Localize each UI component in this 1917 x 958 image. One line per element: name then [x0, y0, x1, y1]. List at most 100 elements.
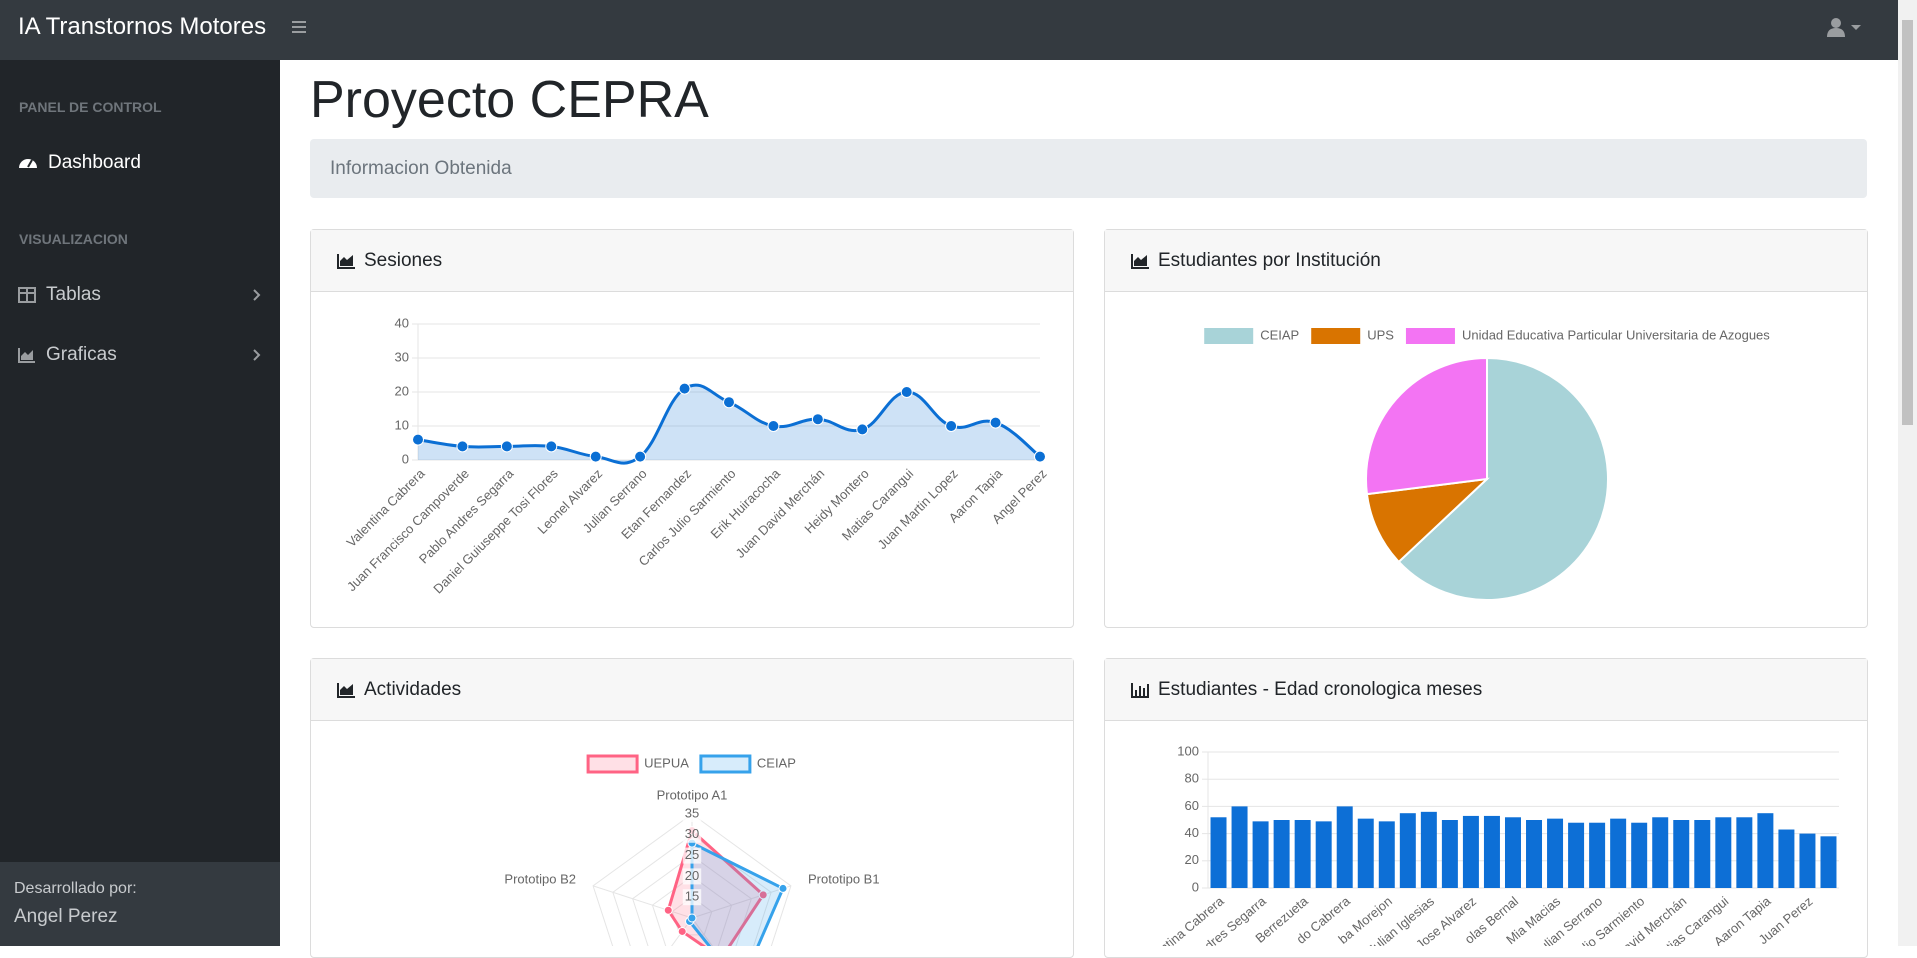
legend-swatch: [1311, 328, 1361, 344]
bar: [1483, 815, 1500, 888]
tick-backdrop: [682, 889, 702, 906]
y-tick-label: 100: [1177, 743, 1199, 758]
point: [545, 440, 558, 453]
y-tick-label: 30: [395, 349, 409, 364]
area-fill: [418, 385, 1040, 464]
bar: [1399, 813, 1416, 888]
bar: [1462, 815, 1479, 888]
page-title: Proyecto CEPRA: [310, 71, 709, 129]
bar: [1378, 821, 1395, 888]
grid-ring: [671, 896, 713, 936]
radar-area: [687, 840, 785, 946]
card-header: Actividades: [311, 659, 1073, 721]
r-tick-label: 15: [685, 889, 699, 904]
chevron: [253, 349, 261, 361]
footer-label: Desarrollado por:: [14, 880, 137, 897]
bar: [1694, 820, 1711, 888]
bar: [1526, 820, 1543, 888]
point: [1034, 450, 1046, 463]
bar: [1631, 822, 1648, 888]
legend-swatch: [1204, 328, 1254, 344]
y-tick-label: 0: [402, 451, 409, 466]
pie-slice: [1397, 356, 1609, 601]
point: [900, 386, 913, 398]
point: [778, 883, 788, 893]
y-tick-label: 20: [395, 383, 409, 398]
bar: [1715, 817, 1732, 888]
legend-swatch: [1405, 328, 1455, 344]
legend-label: CEIAP: [757, 755, 796, 770]
point: [945, 420, 958, 432]
tick-backdrop: [682, 826, 702, 843]
user-menu[interactable]: [1826, 16, 1862, 40]
icon: [337, 253, 355, 269]
point: [500, 440, 513, 453]
bar: [1420, 811, 1437, 888]
point: [589, 450, 602, 463]
y-tick-label: 0: [1192, 879, 1199, 894]
brand[interactable]: IA Transtornos Motores: [18, 13, 267, 40]
bar: [1336, 806, 1353, 888]
tick-backdrop: [682, 868, 702, 885]
axis-label: Prototipo B2: [504, 872, 576, 887]
point: [663, 905, 673, 915]
spoke: [691, 917, 713, 946]
bar: [1589, 822, 1606, 888]
point: [687, 913, 697, 923]
card-header: Estudiantes por Institución: [1105, 230, 1867, 292]
sidebar: PANEL DE CONTROL Dashboard VISUALIZACION…: [0, 60, 280, 946]
bar: [1357, 818, 1374, 888]
scrollbar-thumb[interactable]: [1902, 20, 1913, 425]
pie-slice: [1365, 356, 1488, 496]
sidebar-item[interactable]: Graficas: [18, 344, 262, 366]
bar: [1610, 818, 1627, 888]
sidebar-item-label: Graficas: [46, 344, 117, 365]
card: Estudiantes - Edad cronologica meses: [1104, 658, 1868, 958]
bar: [1757, 813, 1774, 888]
point: [811, 413, 824, 426]
sidebar-item[interactable]: Dashboard: [18, 152, 262, 174]
y-tick-label: 40: [1185, 825, 1199, 840]
card-header: Sesiones: [311, 230, 1073, 292]
point: [856, 423, 869, 436]
legend-label: CEIAP: [1260, 327, 1299, 342]
bar: [1778, 829, 1795, 888]
chevron: [253, 289, 261, 301]
bar: [1273, 820, 1290, 888]
x-tick-label: Valentina Cabrera: [344, 465, 429, 550]
icon: [337, 682, 355, 698]
card-title: Estudiantes por Institución: [1158, 249, 1381, 271]
point: [723, 396, 735, 409]
legend-label: UPS: [1367, 327, 1394, 342]
legend-swatch: [699, 754, 752, 774]
sidebar-footer: Desarrollado por: Angel Perez: [0, 862, 280, 946]
sidebar-item[interactable]: Tablas: [18, 284, 262, 306]
pie-slice: [1365, 477, 1490, 564]
grid-ring: [632, 854, 752, 946]
bar: [1736, 817, 1753, 888]
sidebar-item-label: Dashboard: [48, 152, 141, 173]
r-tick-label: 20: [685, 868, 699, 883]
bar: [1252, 821, 1269, 888]
y-tick-label: 10: [395, 417, 409, 432]
grid-ring: [592, 813, 792, 946]
y-tick-label: 20: [1185, 852, 1199, 867]
bar: [1504, 817, 1521, 888]
axis-label: Prototipo B1: [808, 872, 880, 887]
bar: [1652, 817, 1669, 888]
point: [989, 416, 1002, 429]
y-tick-label: 60: [1185, 798, 1199, 813]
bar: [1799, 833, 1816, 888]
menu-toggle[interactable]: [292, 20, 306, 34]
r-tick-label: 25: [685, 847, 699, 862]
spoke: [691, 885, 792, 919]
grid-ring: [612, 834, 772, 946]
tick-backdrop: [682, 806, 702, 822]
bar: [1820, 836, 1837, 888]
icon: [1131, 253, 1149, 269]
bar: [1315, 821, 1332, 888]
breadcrumb: Informacion Obtenida: [310, 139, 1867, 198]
